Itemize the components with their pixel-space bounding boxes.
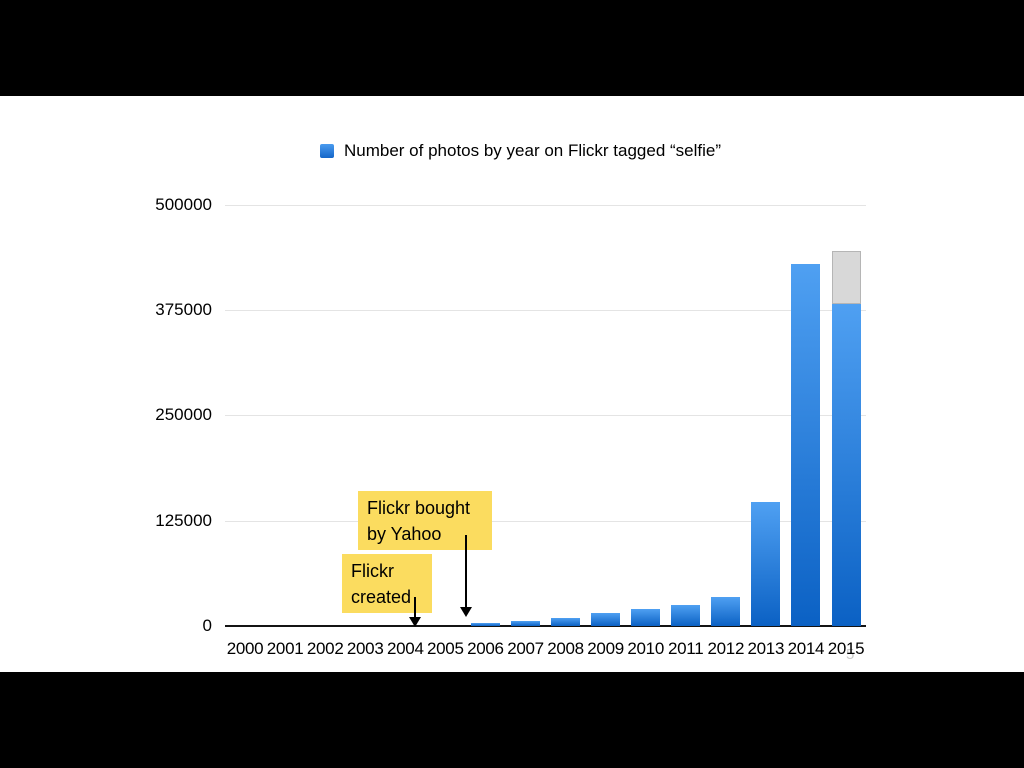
x-axis-label: 2008: [547, 639, 584, 658]
x-axis-label: 2002: [306, 639, 344, 658]
x-axis-label: 2009: [587, 639, 624, 658]
letterbox-top: [0, 0, 1024, 96]
x-axis-label: 2013: [747, 639, 785, 658]
gridline: [225, 309, 866, 311]
x-axis-label: 2012: [707, 639, 745, 658]
y-axis-label: 0: [202, 616, 212, 635]
slide-page-number: 5: [846, 646, 855, 663]
x-axis-label: 2014: [787, 639, 825, 658]
annotation-line: created: [351, 587, 412, 607]
chart-legend: Number of photos by year on Flickr tagge…: [320, 141, 721, 161]
legend-swatch-icon: [320, 144, 334, 158]
bar-2007: [511, 621, 540, 626]
x-axis-label: 2005: [426, 639, 464, 658]
bar-2011: [671, 604, 701, 626]
gridline: [225, 520, 866, 522]
bar-2015: [831, 304, 861, 626]
letterbox-bottom: [0, 672, 1024, 768]
x-axis-label: 2003: [346, 639, 384, 658]
bar-2012: [711, 596, 741, 626]
annotation-arrow-head-icon: [409, 617, 421, 627]
bar-2006: [470, 623, 500, 626]
y-axis-label: 500000: [155, 194, 212, 214]
gridline: [225, 415, 866, 417]
chart-title: Number of photos by year on Flickr tagge…: [344, 141, 722, 160]
annotation-line: Flickr bought: [367, 498, 471, 518]
slide-canvas: [0, 96, 1024, 672]
x-axis-line: [225, 625, 866, 627]
annotation-flickr-created: Flickr created: [342, 554, 432, 613]
annotation-arrow-head-icon: [460, 607, 472, 617]
x-axis-label: 2015: [827, 639, 865, 658]
x-axis-label: 2007: [507, 639, 544, 658]
x-axis-label: 2010: [627, 639, 664, 658]
bar-2015-projected: [831, 250, 861, 304]
bar-2010: [631, 608, 661, 626]
bar-2014: [791, 263, 821, 626]
annotation-arrow-line: [414, 597, 416, 617]
bar-2008: [551, 618, 580, 626]
annotation-flickr-bought-by-yahoo: Flickr bought by Yahoo: [358, 491, 492, 550]
bar-2013: [751, 502, 781, 626]
annotation-arrow-line: [465, 535, 467, 607]
x-axis-label: 2001: [266, 639, 304, 658]
y-axis-label: 375000: [155, 299, 212, 319]
x-axis-label: 2011: [668, 639, 704, 658]
x-axis-label: 2000: [226, 639, 264, 658]
y-axis-label: 250000: [155, 405, 212, 425]
y-axis-label: 125000: [155, 510, 212, 530]
x-axis-label: 2006: [467, 639, 504, 658]
annotation-line: by Yahoo: [367, 524, 442, 544]
x-axis-label: 2004: [386, 639, 424, 658]
annotation-line: Flickr: [351, 561, 394, 581]
gridline: [225, 204, 866, 206]
bar-2009: [591, 613, 621, 626]
